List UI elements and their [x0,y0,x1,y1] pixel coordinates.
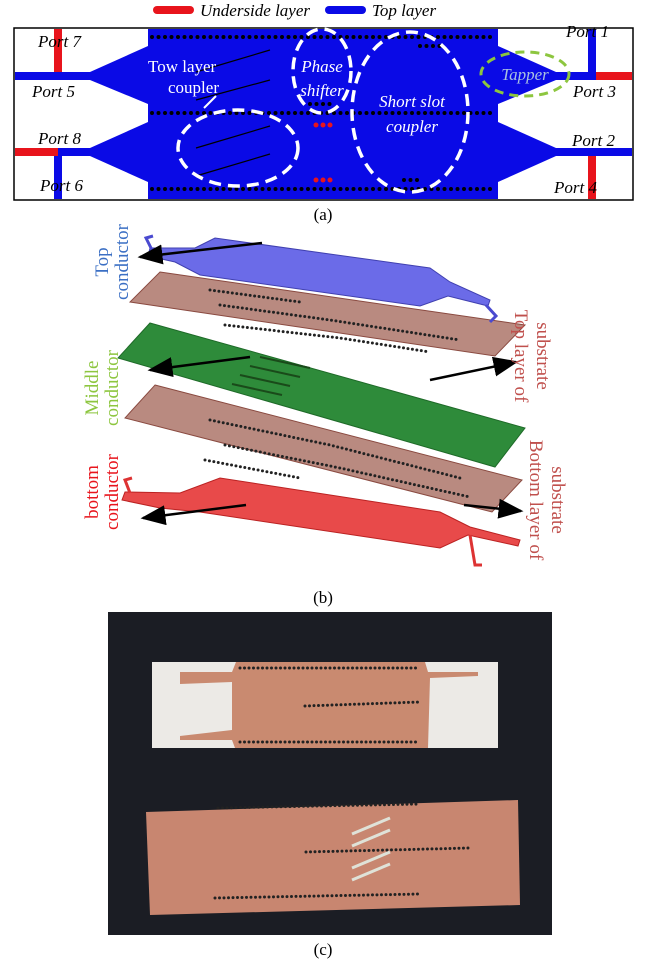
board-bottom [146,800,520,915]
layer-label: conductor [102,453,123,530]
layer-label: bottom [82,465,103,519]
region-label: Tow layer [148,57,217,76]
region-label: Short slot [379,92,446,111]
legend-label: Underside layer [200,1,310,20]
port-label: Port 4 [553,178,597,197]
region-label: Tapper [501,65,549,84]
figure: Underside layer Top layer [0,0,657,964]
caption: (c) [314,940,333,959]
port-label: Port 3 [572,82,616,101]
region-label: coupler [168,78,219,97]
layer-label: substrate [547,466,568,534]
via-row [205,460,300,478]
region-label: shifter [300,81,344,100]
layer-label: conductor [102,349,123,426]
layer-label: Bottom layer of [525,440,546,561]
layer-label: substrate [532,322,553,390]
layer-label: Top [92,247,113,276]
port-label: Port 8 [37,129,81,148]
port-label: Port 5 [31,82,75,101]
exploded-view: Top conductor Middle conductor bottom co… [82,223,568,607]
legend: Underside layer Top layer [157,1,436,20]
photo: (c) [108,612,552,959]
caption: (a) [314,205,333,224]
port-label: Port 6 [39,176,83,195]
layer-label: Top layer of [510,310,531,403]
arrow [430,362,516,380]
layout-diagram: Port 7 Port 1 Port 5 Port 3 Port 8 Port … [14,22,633,224]
layer-label: Middle [82,361,103,416]
port-label: Port 2 [571,131,615,150]
legend-label: Top layer [372,1,436,20]
caption: (b) [313,588,333,607]
layer-label: conductor [112,223,133,300]
port-label: Port 1 [565,22,609,41]
port-label: Port 7 [37,32,82,51]
region-label: Phase [300,57,343,76]
region-label: coupler [386,117,438,136]
